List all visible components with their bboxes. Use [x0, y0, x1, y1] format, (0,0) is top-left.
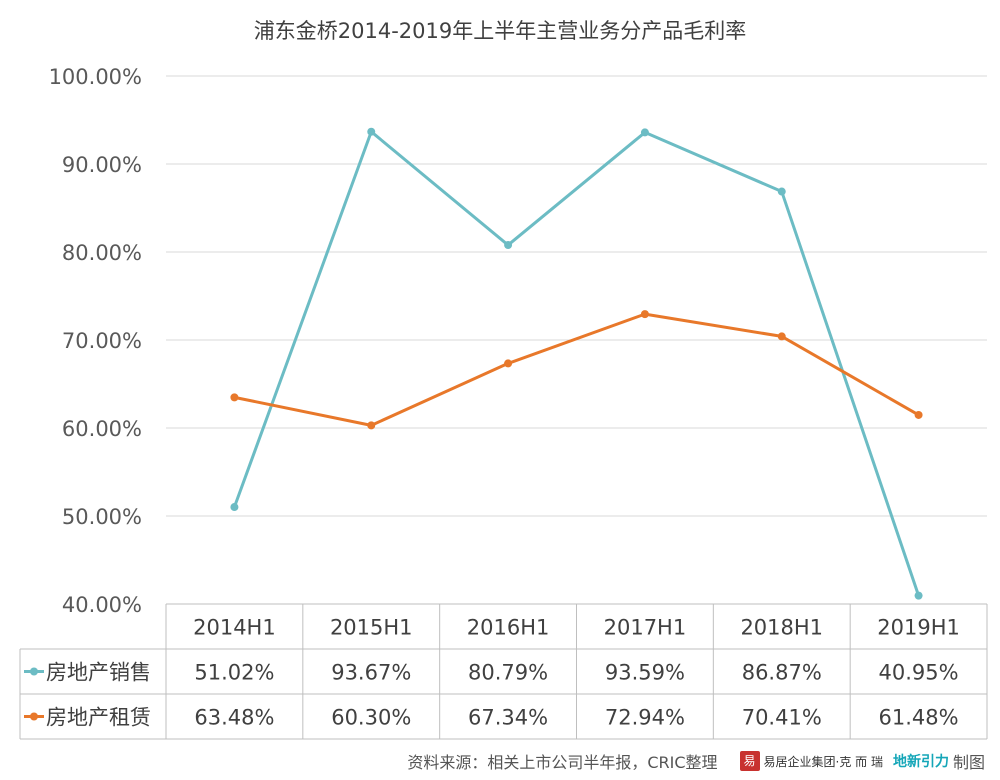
data-point	[640, 310, 649, 319]
series-line	[234, 312, 920, 427]
legend-label: 房地产销售	[46, 661, 151, 685]
data-point	[777, 332, 786, 341]
source-note: 资料来源：相关上市公司半年报，CRIC整理	[407, 753, 718, 772]
logo-icon: 易	[739, 751, 760, 771]
data-point	[777, 187, 786, 196]
y-tick-label: 60.00%	[62, 417, 142, 441]
data-point	[230, 393, 239, 402]
data-label: 51.02%	[194, 661, 274, 685]
x-tick-label: 2017H1	[604, 616, 687, 640]
data-point	[367, 127, 376, 136]
y-tick-label: 90.00%	[62, 153, 142, 177]
y-tick-label: 40.00%	[62, 593, 142, 617]
data-point	[914, 591, 923, 600]
x-tick-label: 2016H1	[467, 616, 550, 640]
data-label: 61.48%	[879, 706, 959, 730]
footer: 资料来源：相关上市公司半年报，CRIC整理 易 易居企业集团·克 而 瑞 地新引…	[0, 746, 985, 776]
chart-title: 浦东金桥2014-2019年上半年主营业务分产品毛利率	[254, 19, 746, 43]
data-point	[504, 359, 513, 368]
data-table: 2014H1 2015H1 2016H1 2017H1 2018H1 2019H1 房地产销…	[19, 603, 988, 740]
x-tick-label: 2014H1	[193, 616, 276, 640]
data-label: 93.59%	[605, 661, 685, 685]
legend-key-marker	[30, 712, 38, 721]
y-tick-label: 80.00%	[62, 241, 142, 265]
y-tick-label: 70.00%	[62, 329, 142, 353]
made-by-label: 制图	[952, 753, 985, 772]
legend-label: 房地产租赁	[46, 706, 151, 730]
data-label: 63.48%	[194, 706, 274, 730]
legend-key-marker	[30, 667, 38, 676]
series-line	[233, 130, 921, 597]
brand-name: 易居企业集团·克 而 瑞	[763, 754, 883, 769]
data-point	[367, 421, 376, 430]
x-tick-label: 2015H1	[330, 616, 413, 640]
x-tick-label: 2019H1	[877, 616, 960, 640]
data-label: 72.94%	[605, 706, 685, 730]
data-point	[640, 128, 649, 137]
data-point	[504, 241, 513, 250]
data-label: 80.79%	[468, 661, 548, 685]
data-label: 86.87%	[742, 661, 822, 685]
chart: 浦东金桥2014-2019年上半年主营业务分产品毛利率 40.00% 50.00%…	[19, 19, 988, 740]
brand-logo: 地新引力	[892, 754, 949, 770]
data-point	[914, 410, 923, 419]
series-lines	[230, 127, 923, 600]
y-axis: 40.00% 50.00% 60.00% 70.00% 80.00% 90.00% 100.…	[49, 65, 142, 617]
data-point	[230, 503, 239, 512]
data-label: 40.95%	[879, 661, 959, 685]
y-tick-label: 100.00%	[49, 65, 142, 89]
data-label: 67.34%	[468, 706, 548, 730]
data-label: 60.30%	[331, 706, 411, 730]
gridlines	[166, 75, 987, 517]
x-tick-label: 2018H1	[740, 616, 823, 640]
data-label: 70.41%	[742, 706, 822, 730]
y-tick-label: 50.00%	[62, 505, 142, 529]
data-label: 93.67%	[331, 661, 411, 685]
